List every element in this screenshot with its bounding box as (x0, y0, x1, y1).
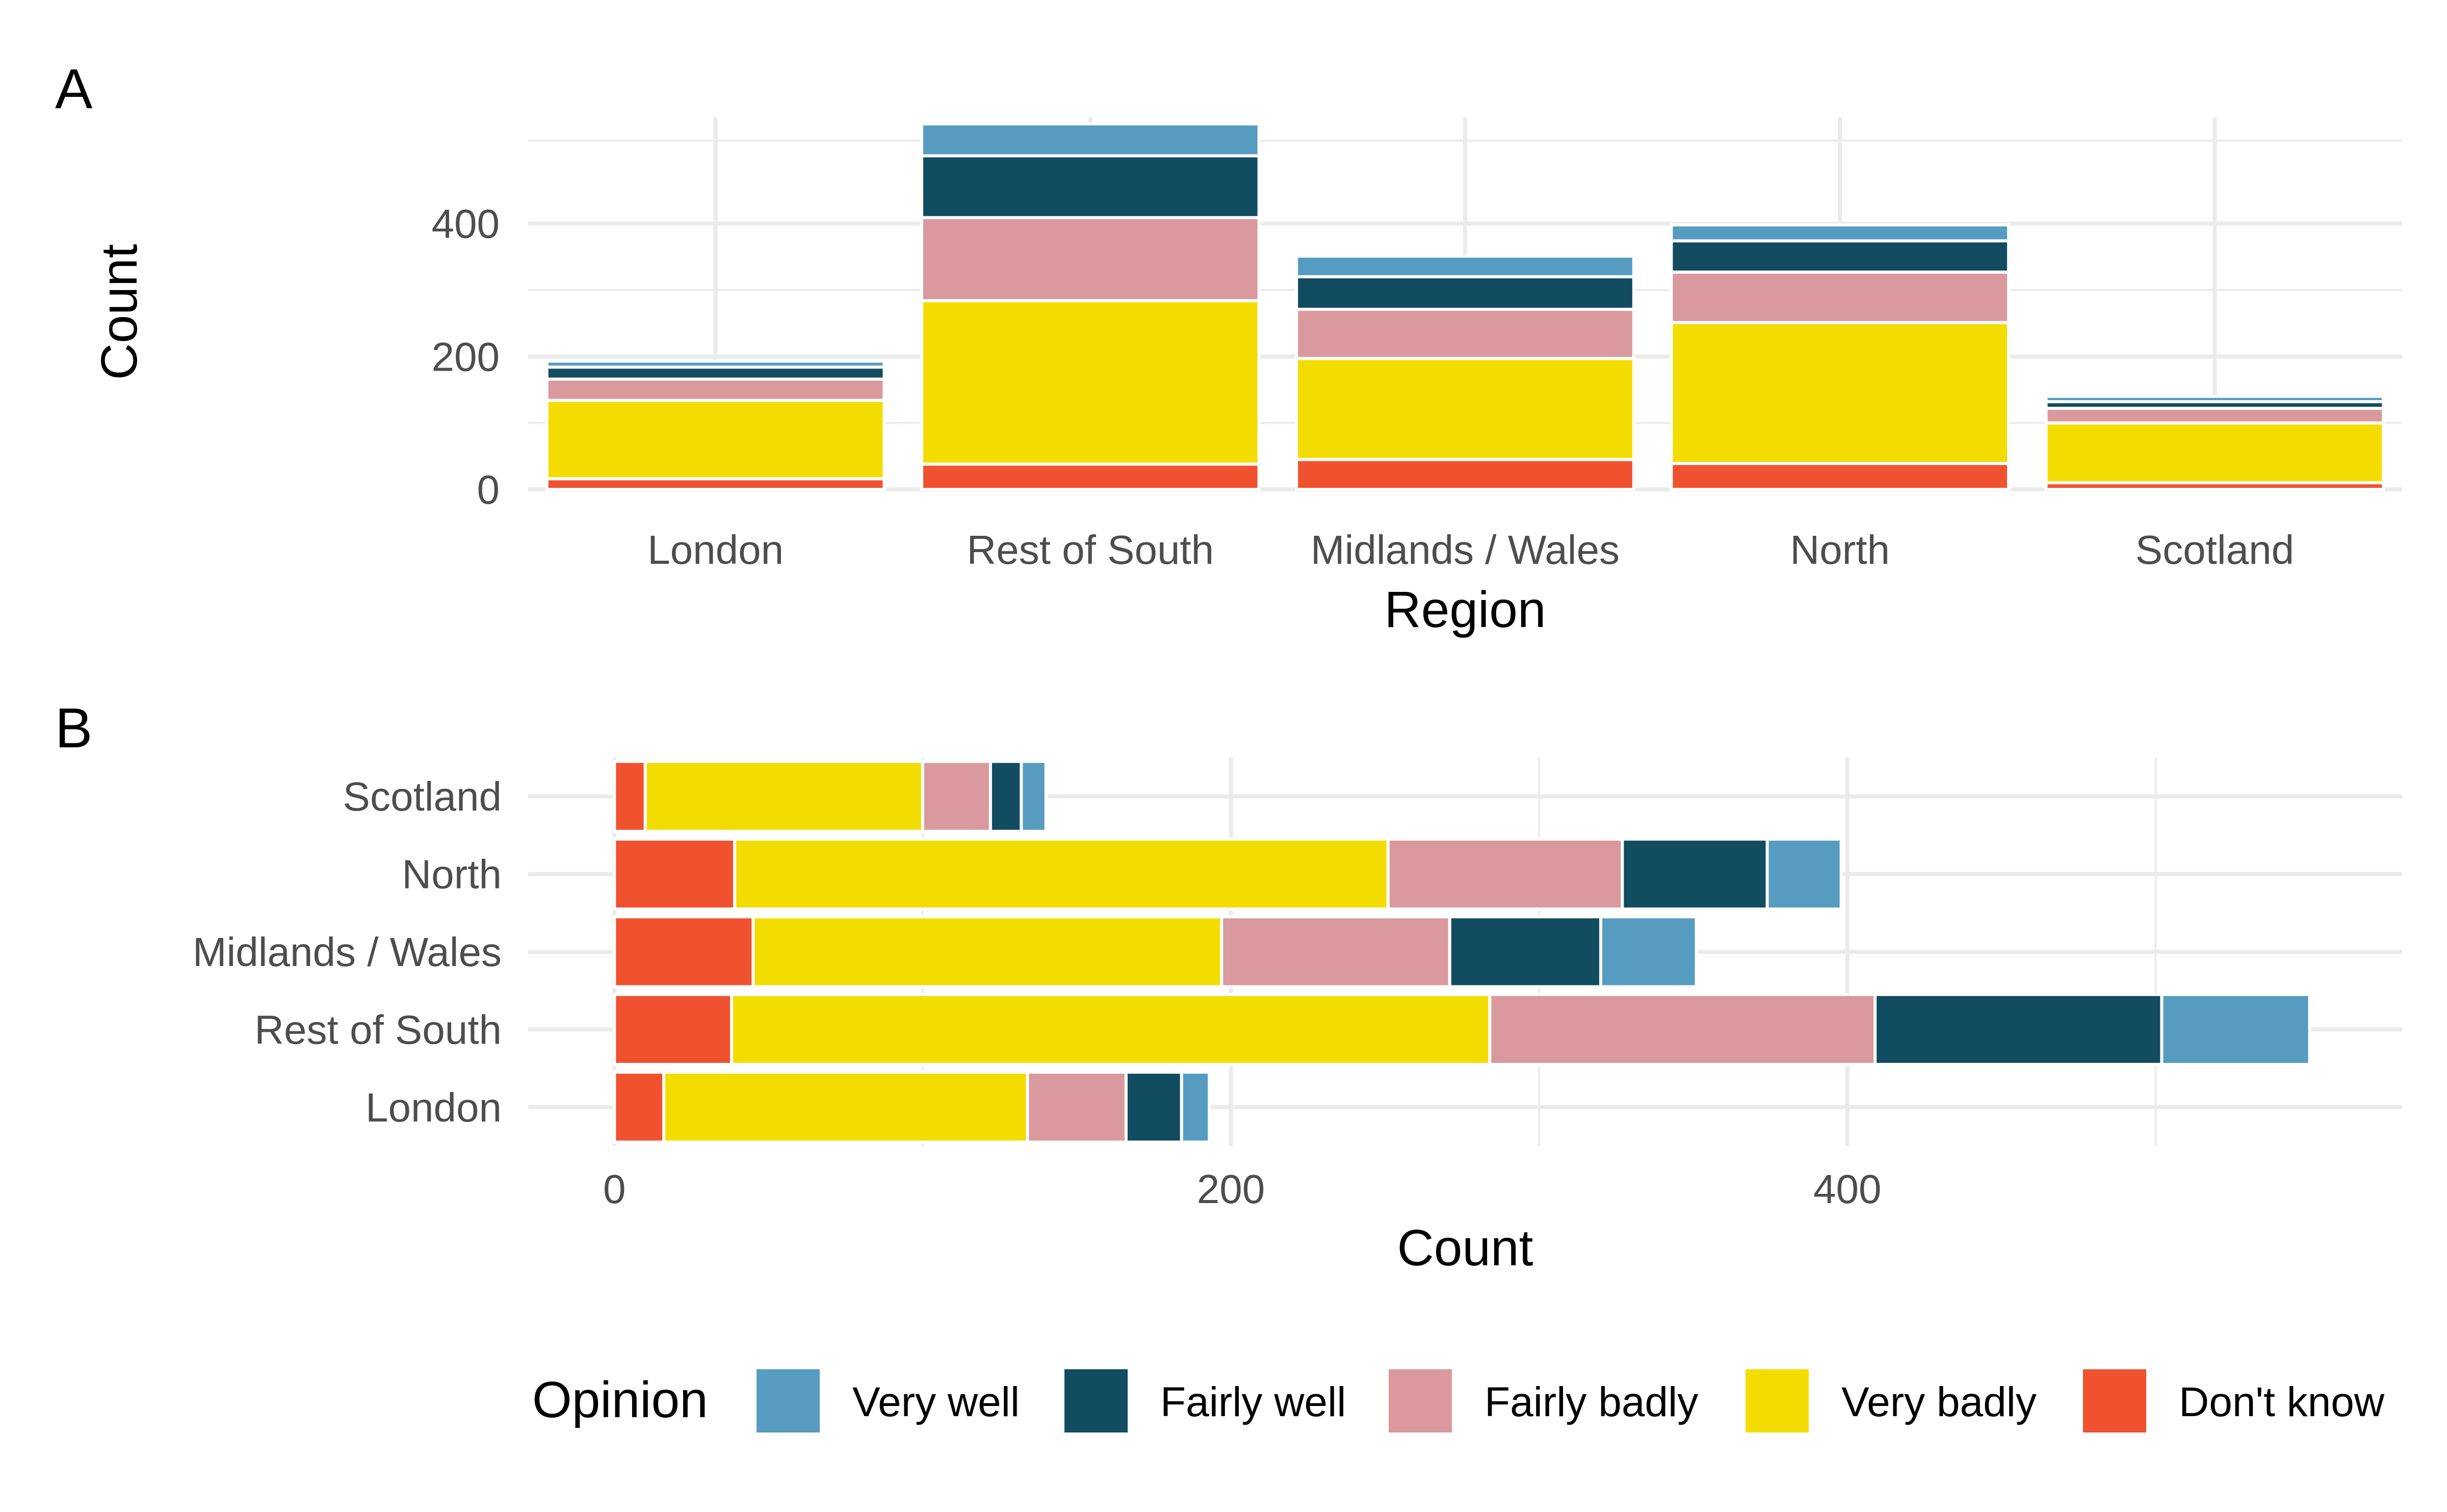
panel-a-x-tick-label: London (647, 527, 784, 572)
bar-b-london-don-t-know (613, 1071, 666, 1144)
bar-b-north-fairly-badly (1386, 838, 1624, 911)
bar-a-london-very-well (545, 359, 886, 369)
bar-b-london-very-badly (662, 1071, 1029, 1144)
panel-a-x-tick-label: North (1790, 527, 1890, 572)
panel-b-chart: 0 200 400 London Rest of South Midlands / Wal… (193, 758, 2402, 1276)
panel-b-y-tick-label: Rest of South (254, 1007, 502, 1052)
legend-label-very-well: Very well (852, 1379, 1020, 1425)
legend-label-fairly-badly: Fairly badly (1485, 1379, 1698, 1425)
panel-b-y-tick-label: Midlands / Wales (193, 929, 502, 975)
legend-label-very-badly: Very badly (1841, 1379, 2037, 1425)
bar-b-midlands-wales-very-badly (751, 915, 1224, 988)
bar-a-midlands-wales-fairly-badly (1295, 307, 1635, 360)
legend-key-very-badly (1746, 1369, 1809, 1432)
panel-b-x-tick-label: 200 (1197, 1166, 1265, 1212)
panel-b-x-tick-label: 0 (603, 1166, 626, 1212)
panel-a-y-tick-label: 400 (432, 201, 500, 247)
bar-a-midlands-wales-very-badly (1295, 357, 1635, 461)
bar-b-rest-of-south-very-badly (730, 993, 1492, 1066)
panel-b-tick-labels: 0 200 400 London Rest of South Midlands / Wal… (193, 774, 1882, 1212)
bar-a-london-fairly-badly (545, 377, 886, 402)
bar-a-london-very-badly (545, 399, 886, 481)
bar-b-midlands-wales-very-well (1599, 915, 1698, 988)
bar-a-london-fairly-well (545, 366, 886, 381)
bar-a-london-don-t-know (545, 477, 886, 491)
bar-b-rest-of-south-fairly-well (1873, 993, 2164, 1066)
bar-b-london-fairly-well (1124, 1071, 1183, 1144)
bar-a-midlands-wales-very-well (1295, 254, 1635, 278)
panel-b-y-tick-label: Scotland (343, 774, 502, 819)
legend-key-don-t-know (2083, 1369, 2146, 1432)
bar-b-london-very-well (1180, 1071, 1211, 1144)
bar-a-rest-of-south-fairly-well (920, 154, 1261, 219)
legend-key-very-well (757, 1369, 820, 1432)
panel-a-y-tick-label: 0 (477, 467, 500, 512)
panel-a-x-tick-label: Rest of South (967, 527, 1214, 572)
bar-b-north-don-t-know (613, 838, 737, 911)
legend: Opinion Very well Fairly well Fairly badly… (532, 1369, 2385, 1432)
panel-b-bars (613, 760, 2311, 1144)
bar-a-scotland-fairly-badly (2044, 406, 2385, 425)
bar-a-north-don-t-know (1670, 462, 2011, 491)
panel-a-y-axis-title: Count (91, 244, 148, 380)
bar-a-midlands-wales-fairly-well (1295, 275, 1635, 311)
panel-a-x-axis-title: Region (1385, 581, 1546, 638)
panel-b-y-tick-label: North (402, 852, 502, 897)
bar-b-scotland-very-well (1020, 760, 1048, 833)
bar-b-midlands-wales-fairly-badly (1220, 915, 1451, 988)
panel-a-chart: 0 200 400 London Rest of South Midlands / Wal… (91, 117, 2402, 638)
panel-a-y-tick-label: 200 (432, 334, 500, 379)
bar-b-rest-of-south-very-well (2160, 993, 2311, 1066)
bar-b-north-very-well (1765, 838, 1843, 911)
bar-a-midlands-wales-don-t-know (1295, 458, 1635, 491)
bar-a-north-very-badly (1670, 321, 2011, 465)
bar-b-scotland-don-t-know (613, 760, 647, 833)
legend-key-fairly-well (1064, 1369, 1128, 1432)
bar-a-north-fairly-well (1670, 239, 2011, 274)
legend-items: Very well Fairly well Fairly badly Very bad… (757, 1369, 2385, 1432)
panel-b-x-axis-title: Count (1397, 1219, 1533, 1276)
bar-a-north-very-well (1670, 223, 2011, 243)
panel-b-y-tick-label: London (366, 1085, 502, 1130)
bar-a-scotland-very-well (2044, 395, 2385, 403)
bar-b-london-fairly-badly (1026, 1071, 1128, 1144)
panel-a-bars (545, 122, 2385, 491)
legend-key-fairly-badly (1389, 1369, 1452, 1432)
bar-a-rest-of-south-very-badly (920, 299, 1261, 466)
bar-b-rest-of-south-don-t-know (613, 993, 734, 1066)
bar-b-midlands-wales-don-t-know (613, 915, 755, 988)
bar-a-rest-of-south-don-t-know (920, 462, 1261, 491)
bar-a-scotland-very-badly (2044, 421, 2385, 484)
bar-b-rest-of-south-fairly-badly (1488, 993, 1877, 1066)
panel-b-x-tick-label: 400 (1813, 1166, 1881, 1212)
bar-a-rest-of-south-very-well (920, 122, 1261, 158)
panel-a-x-tick-label: Scotland (2136, 527, 2294, 572)
bar-b-scotland-fairly-well (988, 760, 1023, 833)
bar-b-scotland-very-badly (643, 760, 924, 833)
bar-b-midlands-wales-fairly-well (1448, 915, 1603, 988)
bar-a-north-fairly-badly (1670, 270, 2011, 324)
legend-label-don-t-know: Don't know (2179, 1379, 2385, 1425)
bar-b-north-very-badly (733, 838, 1390, 911)
panel-a-x-tick-label: Midlands / Wales (1311, 527, 1620, 572)
panel-tag-b: B (55, 697, 92, 760)
legend-label-fairly-well: Fairly well (1160, 1379, 1346, 1425)
panel-a-tick-labels: 0 200 400 London Rest of South Midlands / Wal… (432, 201, 2295, 572)
bar-b-scotland-fairly-badly (921, 760, 992, 833)
panel-tag-a: A (55, 58, 93, 120)
legend-title: Opinion (532, 1371, 708, 1428)
bar-a-rest-of-south-fairly-badly (920, 216, 1261, 302)
bar-b-north-fairly-well (1621, 838, 1769, 911)
